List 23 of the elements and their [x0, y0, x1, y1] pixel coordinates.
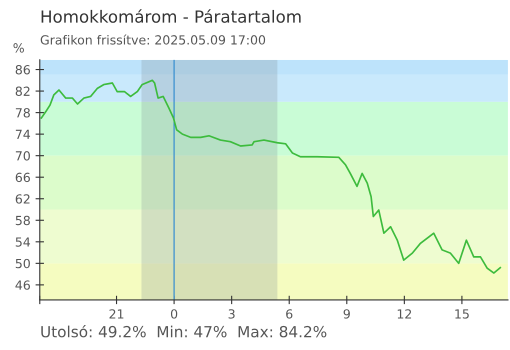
x-tick-label: 15 — [455, 309, 469, 319]
y-tick-label: 82 — [16, 86, 30, 96]
y-tick-label: 46 — [15, 280, 30, 290]
x-tick-label: 12 — [398, 309, 412, 318]
y-tick-label: 78 — [16, 108, 30, 118]
y-axis-title: % — [13, 43, 24, 53]
chart-subtitle: Grafikon frissítve: 2025.05.09 17:00 — [40, 34, 266, 45]
x-tick-label: 0 — [170, 309, 178, 319]
y-tick-label: 50 — [16, 258, 30, 268]
chart-title: Homokkomárom - Páratartalom — [42, 9, 301, 23]
x-tick-label: 3 — [228, 309, 235, 319]
y-tick-label: 62 — [16, 194, 30, 204]
y-tick-label: 58 — [16, 216, 30, 226]
y-tick-label: 66 — [16, 172, 30, 182]
text: Utolsó: 49.2% Min: 47% Max: 84.2% — [41, 324, 326, 338]
x-tick-label: 9 — [344, 309, 350, 319]
y-tick-label: 86 — [16, 65, 30, 74]
line-series — [40, 79, 502, 274]
y-tick-label: 70 — [16, 151, 30, 161]
x-tick-label: 6 — [286, 309, 292, 319]
y-tick-label: 74 — [16, 130, 30, 139]
y-tick-label: 54 — [16, 237, 30, 247]
x-tick-label: 21 — [109, 309, 124, 318]
